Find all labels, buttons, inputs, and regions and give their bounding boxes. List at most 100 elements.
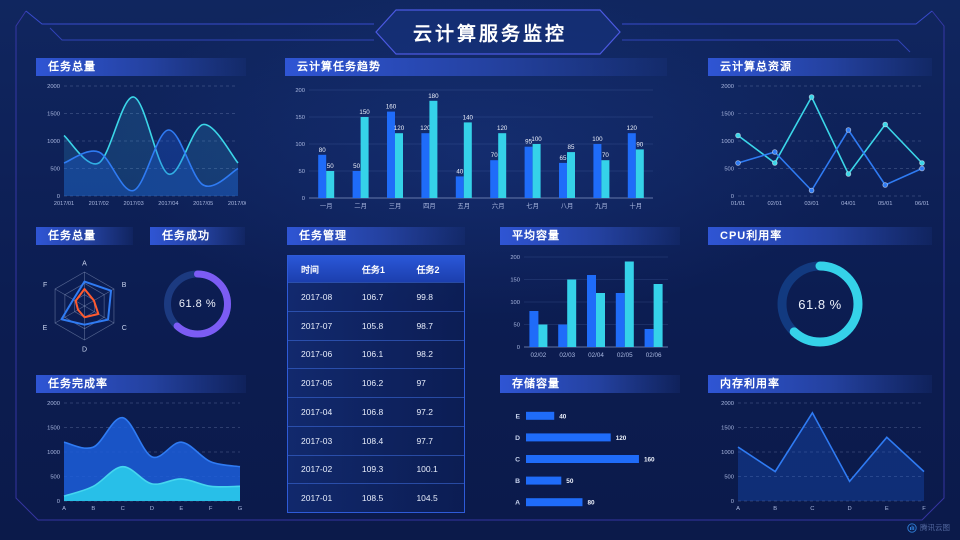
svg-text:02/01: 02/01 bbox=[768, 201, 783, 207]
svg-text:04/01: 04/01 bbox=[841, 201, 856, 207]
svg-text:A: A bbox=[62, 506, 66, 512]
svg-text:D: D bbox=[150, 506, 154, 512]
panel-title-task-success: 任务成功 bbox=[150, 227, 245, 245]
memory-line-chart: 0 500 1000 1500 2000 A B C D E F bbox=[708, 393, 932, 517]
table-header-row: 时间 任务1 任务2 bbox=[288, 256, 464, 282]
table-cell: 108.4 bbox=[361, 435, 384, 446]
svg-text:2017/05: 2017/05 bbox=[193, 201, 213, 207]
svg-text:四月: 四月 bbox=[423, 202, 436, 210]
table-cell: 98.7 bbox=[416, 320, 433, 331]
table-cell: 106.7 bbox=[361, 291, 384, 302]
svg-text:50: 50 bbox=[514, 323, 520, 329]
svg-text:05/01: 05/01 bbox=[878, 201, 893, 207]
svg-text:C: C bbox=[515, 457, 520, 464]
svg-text:50: 50 bbox=[353, 163, 360, 170]
table-cell: 108.5 bbox=[361, 493, 384, 504]
panel-title-task-trend: 云计算任务趋势 bbox=[285, 58, 667, 76]
task-trend-bar-chart: 0 50 100 150 200 一月 80 50 二月 50 150 三月 160 120 四月 120 18… bbox=[285, 76, 667, 214]
task-total-area-chart: 0 500 1000 1500 2000 2017/01 2017/02 2017/03 201… bbox=[36, 76, 248, 214]
svg-text:180: 180 bbox=[428, 93, 439, 100]
svg-text:50: 50 bbox=[327, 163, 334, 170]
table-cell: 99.8 bbox=[416, 291, 433, 302]
panel-task-total-area: 任务总量 0 500 1000 1500 2000 2017/01 2017/02 2017/… bbox=[36, 58, 248, 214]
table-cell: 2017-02 bbox=[301, 464, 333, 475]
table-row: 2017-03 108.4 97.7 bbox=[288, 425, 464, 455]
svg-text:1000: 1000 bbox=[721, 139, 734, 145]
svg-text:95: 95 bbox=[525, 139, 532, 146]
svg-text:B: B bbox=[122, 282, 127, 289]
panel-title-task-radar: 任务总量 bbox=[36, 227, 133, 245]
svg-text:八月: 八月 bbox=[561, 202, 574, 210]
svg-text:160: 160 bbox=[644, 457, 655, 464]
svg-text:C: C bbox=[122, 325, 127, 332]
brand-watermark: 腾讯云图 bbox=[907, 522, 950, 533]
chart-svg bbox=[164, 270, 231, 338]
svg-text:80: 80 bbox=[319, 147, 326, 154]
svg-text:0: 0 bbox=[57, 194, 60, 200]
table-row: 2017-01 108.5 104.5 bbox=[288, 483, 464, 512]
svg-text:40: 40 bbox=[456, 168, 463, 175]
table-cell: 2017-05 bbox=[301, 378, 333, 389]
panel-completion-rate: 任务完成率 0 500 1000 1500 2000 A B C D E F G bbox=[36, 375, 246, 517]
svg-text:E: E bbox=[885, 506, 889, 512]
svg-text:150: 150 bbox=[510, 278, 520, 284]
svg-text:E: E bbox=[179, 506, 183, 512]
table-cell: 2017-07 bbox=[301, 320, 333, 331]
svg-text:九月: 九月 bbox=[595, 201, 608, 210]
table-cell: 98.2 bbox=[416, 349, 433, 360]
panel-task-trend: 云计算任务趋势 0 50 100 150 200 一月 80 50 二月 50 150 三月 160 12… bbox=[285, 58, 667, 214]
svg-text:02/06: 02/06 bbox=[646, 352, 662, 359]
svg-text:G: G bbox=[238, 506, 243, 512]
table-cell: 106.1 bbox=[361, 349, 384, 360]
task-table: 时间 任务1 任务2 2017-08 106.7 99.8 2017-07 105.8 98.7… bbox=[287, 255, 465, 513]
brand-watermark-label: 腾讯云图 bbox=[920, 523, 950, 532]
svg-text:2017/02: 2017/02 bbox=[89, 201, 109, 207]
table-row: 2017-06 106.1 98.2 bbox=[288, 339, 464, 369]
svg-text:C: C bbox=[121, 506, 125, 512]
task-radar-chart: A B C D E F bbox=[36, 245, 133, 363]
svg-text:2017/06: 2017/06 bbox=[228, 201, 246, 207]
svg-text:1500: 1500 bbox=[47, 426, 60, 432]
panel-task-radar: 任务总量 A B C D E F bbox=[36, 227, 133, 363]
table-cell: 100.1 bbox=[416, 464, 438, 475]
svg-text:六月: 六月 bbox=[492, 201, 505, 210]
svg-text:A: A bbox=[82, 261, 87, 268]
table-header-cell: 时间 bbox=[301, 264, 320, 275]
svg-text:85: 85 bbox=[568, 144, 575, 151]
panel-title-completion-rate: 任务完成率 bbox=[36, 375, 246, 393]
brand-logo-icon bbox=[907, 522, 917, 533]
table-cell: 2017-01 bbox=[301, 493, 333, 504]
svg-text:120: 120 bbox=[616, 435, 627, 442]
svg-text:80: 80 bbox=[587, 500, 595, 507]
panel-cpu: CPU利用率 61.8 % bbox=[708, 227, 932, 363]
svg-text:160: 160 bbox=[386, 104, 397, 111]
cpu-donut bbox=[708, 245, 932, 363]
svg-text:0: 0 bbox=[302, 196, 305, 202]
panel-title-avg-capacity: 平均容量 bbox=[500, 227, 680, 245]
svg-text:02/02: 02/02 bbox=[531, 352, 547, 359]
svg-text:100: 100 bbox=[592, 136, 603, 143]
panel-title-task-table: 任务管理 bbox=[287, 227, 465, 245]
table-cell: 2017-08 bbox=[301, 291, 333, 302]
panel-avg-capacity: 平均容量 0 50 100 150 200 02/02 02/03 02/04 02/05 02/… bbox=[500, 227, 680, 363]
svg-text:五月: 五月 bbox=[458, 202, 471, 210]
svg-text:2000: 2000 bbox=[721, 84, 734, 90]
panel-title-task-total-area: 任务总量 bbox=[36, 58, 246, 76]
table-cell: 2017-06 bbox=[301, 349, 333, 360]
svg-text:0: 0 bbox=[731, 194, 734, 200]
chart-svg: 0 500 1000 1500 2000 A B C D E F G bbox=[47, 401, 243, 512]
table-cell: 97.7 bbox=[416, 435, 433, 446]
svg-text:D: D bbox=[82, 347, 87, 354]
storage-hbar-chart: E 40 D 120 C 160 B 50 A 80 bbox=[500, 393, 680, 517]
svg-text:120: 120 bbox=[497, 125, 508, 132]
panel-task-table: 任务管理 时间 任务1 任务2 2017-08 106.7 99.8 2017-07 105.… bbox=[287, 227, 465, 513]
panel-task-success: 任务成功 61.8 % bbox=[150, 227, 245, 363]
chart-svg bbox=[777, 261, 863, 347]
table-row: 2017-05 106.2 97 bbox=[288, 368, 464, 397]
svg-text:F: F bbox=[209, 506, 213, 512]
task-success-donut bbox=[150, 245, 245, 363]
svg-text:500: 500 bbox=[724, 475, 734, 481]
table-cell: 2017-04 bbox=[301, 406, 333, 417]
table-cell: 97.2 bbox=[416, 406, 433, 417]
